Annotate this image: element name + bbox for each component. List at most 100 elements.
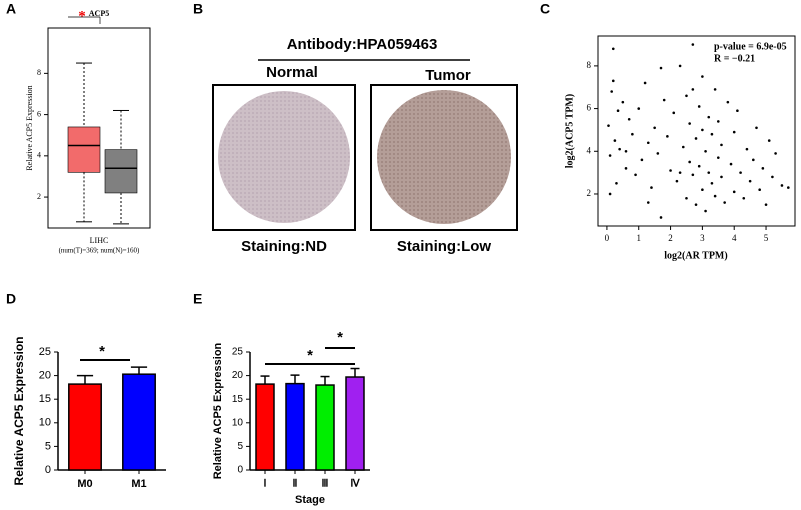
panel-label: A bbox=[6, 1, 16, 17]
bar bbox=[255, 383, 275, 471]
y-tick-label: 10 bbox=[232, 417, 244, 428]
point bbox=[611, 79, 615, 83]
point bbox=[761, 167, 765, 170]
x-axis-label: (num(T)=369; num(N)=160) bbox=[59, 247, 140, 255]
point bbox=[678, 64, 682, 68]
y-tick-label: 8 bbox=[587, 60, 592, 70]
point bbox=[691, 88, 695, 91]
y-tick-label: 0 bbox=[237, 465, 243, 476]
bar bbox=[285, 382, 305, 471]
point bbox=[691, 173, 695, 177]
x-axis-label: log2(AR TPM) bbox=[664, 250, 727, 261]
staining-label: Staining:ND bbox=[241, 238, 327, 255]
point bbox=[618, 147, 621, 151]
point bbox=[678, 171, 682, 174]
point bbox=[739, 171, 742, 174]
ihc-panel: Antibody:HPA059463 Normal Tumor Staining… bbox=[212, 36, 518, 255]
y-tick-label: 25 bbox=[232, 347, 244, 358]
point bbox=[659, 216, 663, 219]
point bbox=[656, 152, 660, 155]
point bbox=[681, 145, 685, 149]
annotation: * bbox=[307, 347, 313, 364]
x-tick-label: 2 bbox=[668, 233, 673, 243]
y-tick-label: 5 bbox=[237, 441, 243, 452]
point bbox=[653, 126, 656, 130]
tissue-core bbox=[218, 91, 350, 223]
group-label: Normal bbox=[266, 64, 318, 81]
point bbox=[732, 130, 736, 134]
point bbox=[697, 105, 701, 108]
x-tick-label: M0 bbox=[77, 478, 92, 490]
annotation: p-value = 6.9e-05 bbox=[714, 41, 787, 52]
point bbox=[694, 203, 698, 206]
annotation: * bbox=[337, 329, 343, 346]
x-tick-label: 3 bbox=[700, 233, 705, 243]
point bbox=[701, 75, 704, 78]
y-axis-label: Relative ACP5 Expression bbox=[25, 85, 34, 170]
y-tick-label: 8 bbox=[37, 68, 41, 77]
x-axis-label: Stage bbox=[295, 494, 325, 506]
x-tick-label: Ⅰ bbox=[264, 478, 267, 489]
point bbox=[688, 160, 691, 164]
box bbox=[104, 149, 138, 194]
y-tick-label: 2 bbox=[37, 192, 41, 201]
point bbox=[621, 100, 625, 104]
point bbox=[675, 179, 679, 183]
point bbox=[637, 107, 641, 110]
y-tick-label: 6 bbox=[587, 103, 592, 113]
x-tick-label: Ⅳ bbox=[350, 478, 360, 489]
y-tick-label: 20 bbox=[232, 370, 244, 381]
point bbox=[742, 196, 746, 200]
plot-frame bbox=[597, 35, 796, 227]
y-tick-label: 4 bbox=[37, 151, 41, 160]
point bbox=[701, 128, 704, 132]
x-tick-label: Ⅱ bbox=[293, 478, 298, 489]
point bbox=[726, 100, 730, 104]
point bbox=[634, 173, 637, 177]
point bbox=[707, 171, 711, 174]
y-tick-label: 4 bbox=[587, 145, 592, 155]
point bbox=[717, 120, 720, 123]
point bbox=[666, 135, 669, 138]
point bbox=[631, 132, 634, 136]
point bbox=[755, 126, 758, 130]
group-label: Tumor bbox=[425, 67, 471, 84]
plot-frame bbox=[47, 27, 151, 229]
tissue-core bbox=[377, 90, 511, 224]
point bbox=[608, 192, 612, 196]
y-tick-label: 2 bbox=[587, 188, 592, 198]
point bbox=[627, 117, 631, 121]
point bbox=[691, 43, 695, 46]
y-axis-label: Relative ACP5 Expression bbox=[212, 342, 224, 479]
point bbox=[610, 90, 613, 93]
chart-title: ACP5 bbox=[89, 9, 109, 18]
point bbox=[710, 132, 714, 136]
box bbox=[67, 126, 101, 173]
point bbox=[624, 167, 628, 170]
point bbox=[767, 139, 771, 142]
y-axis-label: Relative ACP5 Expression bbox=[12, 337, 26, 486]
point bbox=[616, 109, 620, 113]
x-tick-label: 0 bbox=[605, 233, 610, 243]
panel-label: B bbox=[193, 1, 203, 17]
point bbox=[697, 164, 701, 168]
bar bbox=[122, 373, 156, 471]
point bbox=[713, 194, 717, 198]
point bbox=[694, 137, 698, 140]
y-tick-label: 15 bbox=[232, 394, 244, 405]
x-axis-label: LIHC bbox=[90, 236, 109, 245]
point bbox=[723, 201, 726, 204]
bar bbox=[315, 384, 335, 471]
point bbox=[787, 186, 790, 189]
annotation: R = −0.21 bbox=[714, 53, 755, 64]
annotation: * bbox=[78, 8, 86, 24]
bar bbox=[68, 383, 102, 471]
antibody-label: Antibody:HPA059463 bbox=[287, 36, 438, 53]
y-axis-label: log2(ACP5 TPM) bbox=[564, 94, 575, 169]
point bbox=[736, 109, 739, 113]
point bbox=[685, 94, 688, 98]
point bbox=[672, 111, 676, 115]
y-tick-label: 6 bbox=[37, 109, 41, 118]
point bbox=[701, 188, 704, 192]
